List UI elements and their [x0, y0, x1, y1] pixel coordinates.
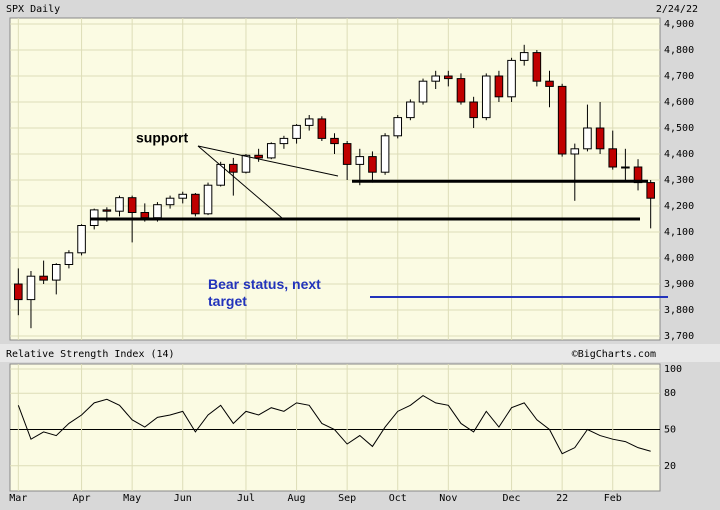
y-tick-label: 4,000 — [664, 253, 694, 264]
candle-body — [583, 127, 592, 150]
candle-body — [481, 75, 491, 119]
candle-body — [254, 154, 263, 159]
y-tick-label: 4,900 — [664, 19, 694, 30]
x-tick-label: Nov — [439, 493, 457, 504]
x-tick-label: Oct — [389, 493, 407, 504]
candle-body — [469, 101, 478, 119]
candle-body — [406, 101, 415, 119]
candle-body — [418, 80, 428, 103]
y-tick-label: 100 — [664, 364, 682, 375]
candle-body — [64, 252, 74, 266]
candle-body — [26, 275, 36, 301]
candle-body — [178, 193, 188, 199]
candle-body — [532, 52, 542, 82]
candle-body — [507, 59, 516, 98]
candle-body — [14, 283, 23, 301]
candle-body — [380, 135, 390, 173]
candle-body — [317, 118, 327, 139]
rsi-panel — [9, 363, 661, 492]
date: 2/24/22 — [656, 4, 698, 15]
candle-body — [456, 78, 466, 103]
x-tick-label: May — [123, 493, 141, 504]
x-tick-label: Aug — [288, 493, 306, 504]
candle-body — [431, 75, 440, 82]
annotation: Bear status, next target — [208, 276, 321, 309]
candle-body — [393, 117, 403, 137]
candle-body — [292, 124, 301, 139]
candle-body — [519, 52, 529, 61]
candle-body — [342, 143, 352, 165]
x-tick-label: Jun — [174, 493, 192, 504]
y-tick-label: 3,700 — [664, 331, 694, 342]
y-tick-label: 4,100 — [664, 227, 694, 238]
candle-body — [241, 154, 251, 173]
x-tick-label: 22 — [556, 493, 568, 504]
candle-body — [494, 75, 504, 98]
y-tick-label: 4,400 — [664, 149, 694, 160]
annotation: support — [136, 130, 188, 146]
candle-body — [77, 225, 86, 254]
candle-body — [203, 184, 213, 215]
candle-body — [368, 156, 377, 173]
candle-body — [570, 148, 580, 155]
y-tick-label: 50 — [664, 425, 676, 436]
y-tick-label: 20 — [664, 461, 676, 472]
candle-body — [229, 163, 238, 173]
candle-body — [153, 204, 162, 219]
candle-body — [279, 137, 289, 145]
y-tick-label: 4,700 — [664, 71, 694, 82]
annotation-box: Bear status, next target — [208, 276, 321, 309]
y-tick-label: 4,200 — [664, 201, 694, 212]
candle-body — [216, 163, 225, 186]
candle-body — [557, 85, 567, 155]
candle-body — [266, 143, 276, 159]
candle-body — [355, 156, 365, 165]
candle-body — [444, 75, 453, 80]
support-line — [197, 145, 339, 177]
chart-title: SPX Daily — [6, 4, 60, 15]
candle-body — [304, 118, 314, 126]
y-tick-label: 80 — [664, 388, 676, 399]
candle-body — [51, 264, 61, 281]
rsi-line — [17, 395, 651, 455]
candle-body — [191, 193, 200, 215]
candle-body — [165, 197, 175, 206]
x-tick-label: Dec — [503, 493, 521, 504]
x-tick-label: Apr — [73, 493, 91, 504]
candle-body — [595, 127, 605, 150]
price-panel — [9, 17, 661, 341]
y-tick-label: 4,500 — [664, 123, 694, 134]
rsi-header — [0, 344, 720, 362]
source: ©BigCharts.com — [572, 349, 656, 360]
candle-body — [140, 212, 150, 219]
candle-body — [646, 182, 655, 199]
rsi-title: Relative Strength Index (14) — [6, 349, 175, 360]
candle-body — [102, 209, 112, 212]
candle-body — [608, 148, 618, 168]
candle-body — [39, 275, 48, 281]
candle-body — [127, 197, 137, 213]
y-tick-label: 3,800 — [664, 305, 694, 316]
candle-body — [621, 166, 630, 169]
x-tick-label: Jul — [237, 493, 255, 504]
y-tick-label: 4,800 — [664, 45, 694, 56]
y-tick-label: 3,900 — [664, 279, 694, 290]
x-tick-label: Mar — [9, 493, 27, 504]
y-tick-label: 4,600 — [664, 97, 694, 108]
support-line — [197, 145, 283, 219]
x-tick-label: Feb — [604, 493, 622, 504]
candle-body — [330, 137, 339, 145]
candle-body — [115, 197, 124, 212]
plot: 3,700 3,800 3,900 4,000 4,100 4,200 4,300 4,400… — [9, 18, 694, 504]
y-tick-label: 4,300 — [664, 175, 694, 186]
candle-body — [545, 80, 554, 87]
x-tick-label: Sep — [338, 493, 356, 504]
